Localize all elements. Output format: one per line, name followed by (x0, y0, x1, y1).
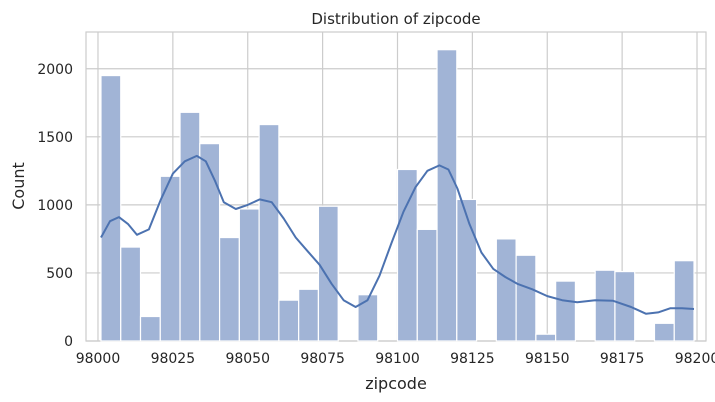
histogram-bars (100, 49, 695, 342)
histogram-bar (139, 315, 161, 342)
y-axis-label: Count (9, 162, 28, 210)
x-axis-label: zipcode (365, 374, 427, 393)
histogram-bar (120, 246, 142, 342)
histogram-bar (555, 280, 577, 342)
histogram-bar (298, 288, 320, 342)
x-tick-label: 98000 (76, 351, 121, 367)
y-tick-label: 1000 (37, 198, 73, 214)
histogram-bar (436, 49, 458, 342)
histogram-bar (238, 208, 260, 342)
x-tick-labels: 98000 98025 98050 98075 98100 98125 98150 98175… (76, 351, 715, 367)
kde-curve (100, 154, 695, 315)
x-tick-label: 98150 (525, 351, 570, 367)
y-tick-label: 1500 (37, 130, 73, 146)
x-tick-label: 98025 (151, 351, 196, 367)
histogram-bar (199, 143, 221, 342)
histogram-bar (100, 74, 122, 342)
histogram-bar (653, 322, 675, 342)
x-tick-label: 98175 (600, 351, 645, 367)
histogram-bar (416, 228, 438, 342)
histogram-bar (396, 168, 418, 342)
y-tick-label: 500 (46, 266, 73, 282)
y-tick-labels: 0 500 1000 1500 2000 (37, 62, 73, 350)
histogram-bar (515, 254, 537, 342)
x-tick-label: 98050 (225, 351, 270, 367)
histogram-bar (278, 299, 300, 342)
chart-title: Distribution of zipcode (311, 10, 480, 28)
histogram-bar (218, 236, 240, 342)
histogram-bar (159, 175, 181, 342)
histogram-bar (258, 123, 280, 342)
histogram-bar (357, 294, 379, 342)
histogram-bar (614, 270, 636, 342)
x-tick-label: 98100 (375, 351, 420, 367)
y-tick-label: 2000 (37, 62, 73, 78)
histogram-bar (535, 333, 557, 342)
histogram-bar (495, 238, 517, 342)
histogram-bar (673, 260, 695, 342)
histogram-bar (594, 269, 616, 342)
histogram-bar (456, 198, 478, 342)
x-tick-label: 98200 (675, 351, 715, 367)
x-tick-label: 98125 (450, 351, 495, 367)
histogram-bar (179, 111, 201, 342)
histogram-bar (317, 205, 339, 342)
x-tick-label: 98075 (300, 351, 345, 367)
y-tick-label: 0 (64, 334, 73, 350)
